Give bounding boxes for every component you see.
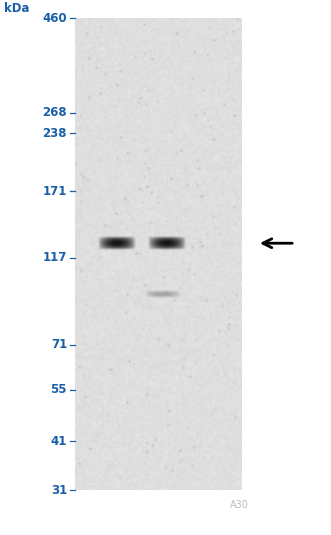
Text: 238: 238 [42, 127, 67, 140]
Text: 31: 31 [51, 484, 67, 496]
Text: 460: 460 [42, 11, 67, 25]
Text: kDa: kDa [4, 2, 29, 14]
Text: A30: A30 [230, 500, 249, 510]
Text: 71: 71 [51, 339, 67, 351]
Text: 268: 268 [42, 106, 67, 119]
Text: 55: 55 [51, 383, 67, 396]
Text: 117: 117 [43, 251, 67, 264]
Text: 41: 41 [51, 434, 67, 448]
Text: 171: 171 [43, 185, 67, 197]
